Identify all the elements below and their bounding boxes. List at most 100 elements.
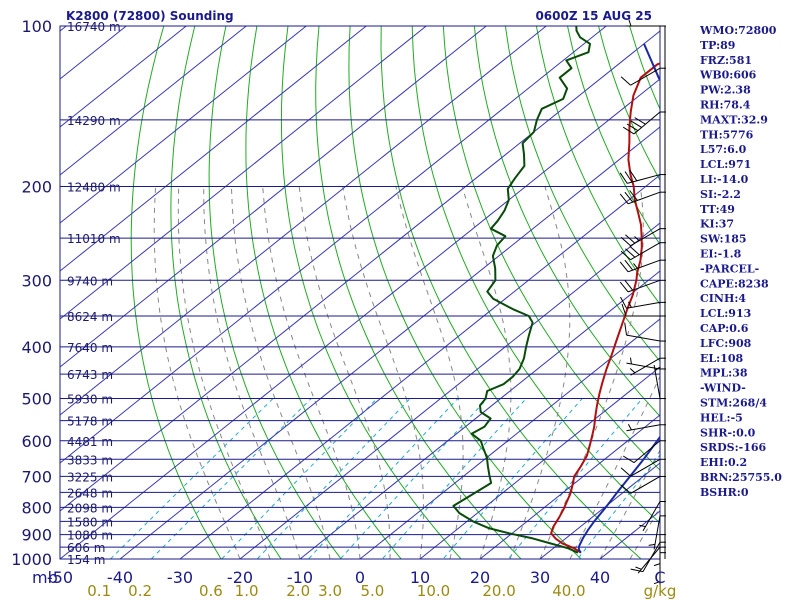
wind-barb-staff — [653, 515, 661, 550]
height-label: 2648 m — [67, 486, 113, 500]
wind-barb-full — [622, 126, 635, 135]
mixing-ratio-label: 2.0 — [286, 582, 310, 600]
wind-barb-full — [620, 76, 631, 86]
height-label: 606 m — [67, 541, 105, 555]
index-entry: HEL:-5 — [700, 411, 743, 424]
wind-barb-half — [628, 19, 632, 27]
moist-adiabat-line — [203, 186, 301, 559]
mixing-ratio-label: 40.0 — [552, 582, 585, 600]
wind-barb-full — [624, 191, 634, 203]
mixing-ratio-labels: 0.1 0.2 0.6 1.0 2.0 3.0 5.0 10.0 20.0 40.0 g/kg — [87, 582, 676, 600]
index-entry: WMO:72800 — [699, 24, 777, 37]
wind-barb-half — [654, 366, 661, 371]
wind-barb-full — [634, 117, 646, 125]
dewpoint-profile — [452, 26, 591, 554]
wind-barb-full — [624, 279, 634, 291]
index-entry: SHR-:0.0 — [700, 426, 756, 439]
isotherm-line — [239, 222, 660, 559]
isotherm-line — [479, 414, 660, 559]
isotherm-line — [60, 26, 547, 416]
wind-barb-full — [630, 568, 644, 573]
index-entry: TH:5776 — [700, 128, 754, 141]
pressure-tick-label: 100 — [21, 17, 52, 36]
wind-barb-staff — [626, 301, 661, 309]
index-entry: L57:6.0 — [700, 143, 747, 156]
moist-adiabat-line — [342, 186, 425, 559]
temperature-profile — [550, 62, 660, 554]
height-label: 1580 m — [67, 515, 113, 529]
wind-barb-full — [619, 281, 629, 293]
wind-barb-full — [629, 169, 638, 182]
isotherm-line — [359, 318, 660, 559]
index-entry: -PARCEL- — [700, 262, 759, 275]
pressure-tick-label: 900 — [21, 526, 52, 545]
station-title: K2800 (72800) Sounding — [66, 9, 234, 23]
pressure-tick-label: 300 — [21, 271, 52, 290]
plot-frame — [59, 25, 661, 560]
mixing-ratio-unit: g/kg — [644, 582, 677, 600]
wind-barb-full — [624, 171, 633, 183]
wind-barb-full — [629, 190, 638, 201]
parcel-profile — [577, 43, 660, 554]
wind-barb-staff — [633, 440, 661, 463]
wind-barb-staff — [630, 67, 661, 86]
wind-barb-half — [634, 236, 640, 242]
temperature-tick-label: -40 — [107, 568, 133, 587]
index-entry: RH:78.4 — [700, 99, 751, 112]
index-entry: -WIND- — [700, 382, 746, 395]
wind-barb-full — [621, 303, 627, 317]
wind-barb-half — [633, 263, 638, 269]
wind-barb-staff — [626, 424, 661, 432]
mixing-ratio-label: 20.0 — [482, 582, 515, 600]
temperature-tick-label: -50 — [47, 568, 73, 587]
wind-barb-staff — [630, 458, 661, 477]
isotherm-line — [60, 26, 307, 224]
height-label: 14290 m — [67, 114, 121, 128]
wind-barb-full — [620, 250, 631, 261]
index-entry: TP:89 — [700, 39, 735, 52]
isotherm-line — [60, 26, 487, 368]
index-entry: WB0:606 — [699, 69, 757, 82]
index-entry: FRZ:581 — [700, 54, 752, 67]
index-entry: LCL:913 — [700, 307, 751, 320]
pressure-tick-label: 200 — [21, 177, 52, 196]
wind-barb-half — [627, 301, 632, 308]
wind-barb-staff — [642, 501, 661, 532]
height-label: 5930 m — [67, 393, 113, 407]
isobars — [59, 25, 661, 560]
index-entry: LFC:908 — [700, 337, 752, 350]
wind-barb-staff — [653, 365, 661, 399]
isotherm-line — [60, 26, 247, 176]
height-label: 7640 m — [67, 341, 113, 355]
index-entry: CAP:0.6 — [700, 322, 749, 335]
wind-barb-half — [627, 424, 632, 431]
temperature-tick-label: C — [654, 568, 665, 587]
isotherm-line — [60, 26, 367, 272]
pressure-unit-label: mb — [32, 568, 58, 587]
indices-panel: WMO:72800 TP:89 FRZ:581 WB0:606 PW:2.38 RH:78… — [699, 24, 782, 499]
temperature-tick-label: 10 — [410, 568, 430, 587]
wind-barb-full — [619, 172, 628, 184]
wind-barb-half — [653, 563, 661, 567]
pressure-tick-label: 400 — [21, 338, 52, 357]
temperature-tick-label: 20 — [470, 568, 490, 587]
wind-barb-full — [624, 259, 634, 271]
isotherm-line — [419, 366, 660, 559]
wind-barb-full — [619, 261, 629, 273]
pressure-tick-label: 600 — [21, 432, 52, 451]
height-labels: 16740 m 14290 m 12480 m 11010 m 9740 m 8624 m… — [67, 20, 121, 567]
isotherms — [60, 26, 660, 559]
sounding-series — [452, 26, 660, 554]
moist-adiabat-line — [395, 186, 464, 559]
wind-barb-full — [624, 322, 627, 336]
index-entry: TT:49 — [700, 203, 735, 216]
wind-barb-full — [626, 123, 639, 132]
height-label: 9740 m — [67, 274, 113, 288]
temperature-tick-label: 30 — [530, 568, 550, 587]
wind-barb-staff — [627, 259, 661, 273]
pressure-tick-label: 700 — [21, 467, 52, 486]
isotherm-line — [60, 26, 427, 320]
